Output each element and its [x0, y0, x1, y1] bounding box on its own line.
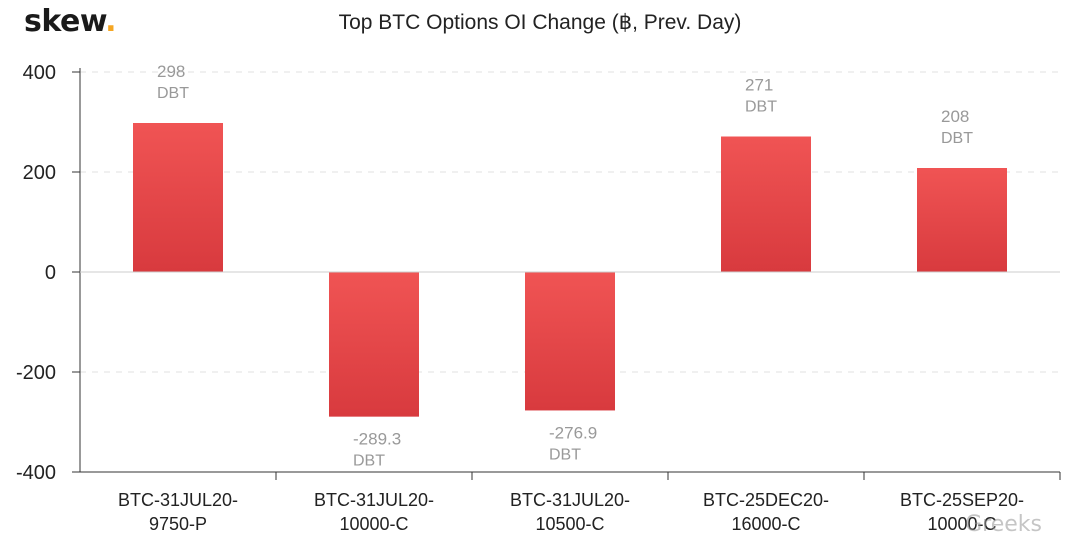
bar [917, 168, 1007, 272]
data-label-value: 298 [157, 62, 185, 81]
watermark-text: Greeks [965, 512, 1042, 537]
x-tick-label: 10500-C [535, 514, 604, 534]
data-label-value: 271 [745, 76, 773, 95]
y-tick-label: -200 [16, 362, 56, 384]
bars [133, 123, 1007, 417]
data-label-unit: DBT [549, 446, 581, 463]
x-tick-label: 10000-C [927, 514, 996, 534]
x-tick-label: BTC-31JUL20- [118, 490, 238, 510]
y-tick-label: -400 [16, 462, 56, 484]
data-label-value: -289.3 [353, 430, 401, 449]
y-tick-label: 200 [23, 162, 56, 184]
axes [72, 68, 1060, 473]
data-labels: 298 DBT -289.3 DBT -276.9 DBT 271 DBT 208 DBT [157, 62, 973, 470]
chart-title: Top BTC Options OI Change (฿, Prev. Day) [338, 11, 742, 34]
x-tick-label: BTC-31JUL20- [510, 490, 630, 510]
data-label-unit: DBT [157, 85, 189, 102]
x-axis-ticks: BTC-31JUL20- 9750-P BTC-31JUL20- 10000-C BTC… [118, 472, 1061, 534]
y-tick-label: 0 [45, 262, 56, 284]
bar [133, 123, 223, 272]
bar [329, 272, 419, 417]
bar [525, 272, 615, 411]
data-label-value: 208 [941, 107, 969, 126]
x-tick-label: BTC-25SEP20- [900, 490, 1024, 510]
data-label-value: -276.9 [549, 423, 597, 442]
x-tick-label: 9750-P [149, 514, 207, 534]
x-tick-label: BTC-25DEC20- [703, 490, 829, 510]
data-label-unit: DBT [745, 99, 777, 116]
x-tick-label: 16000-C [731, 514, 800, 534]
logo-dot: . [105, 4, 117, 39]
skew-logo: skew. [24, 4, 117, 39]
bar [721, 136, 811, 272]
grid-lines [80, 71, 1060, 373]
x-tick-label: BTC-31JUL20- [314, 490, 434, 510]
y-axis-ticks: 400 200 0 -200 -400 [16, 62, 80, 484]
logo-text: skew [24, 4, 106, 39]
data-label-unit: DBT [941, 130, 973, 147]
x-tick-label: 10000-C [339, 514, 408, 534]
data-label-unit: DBT [353, 453, 385, 470]
y-tick-label: 400 [23, 62, 56, 84]
